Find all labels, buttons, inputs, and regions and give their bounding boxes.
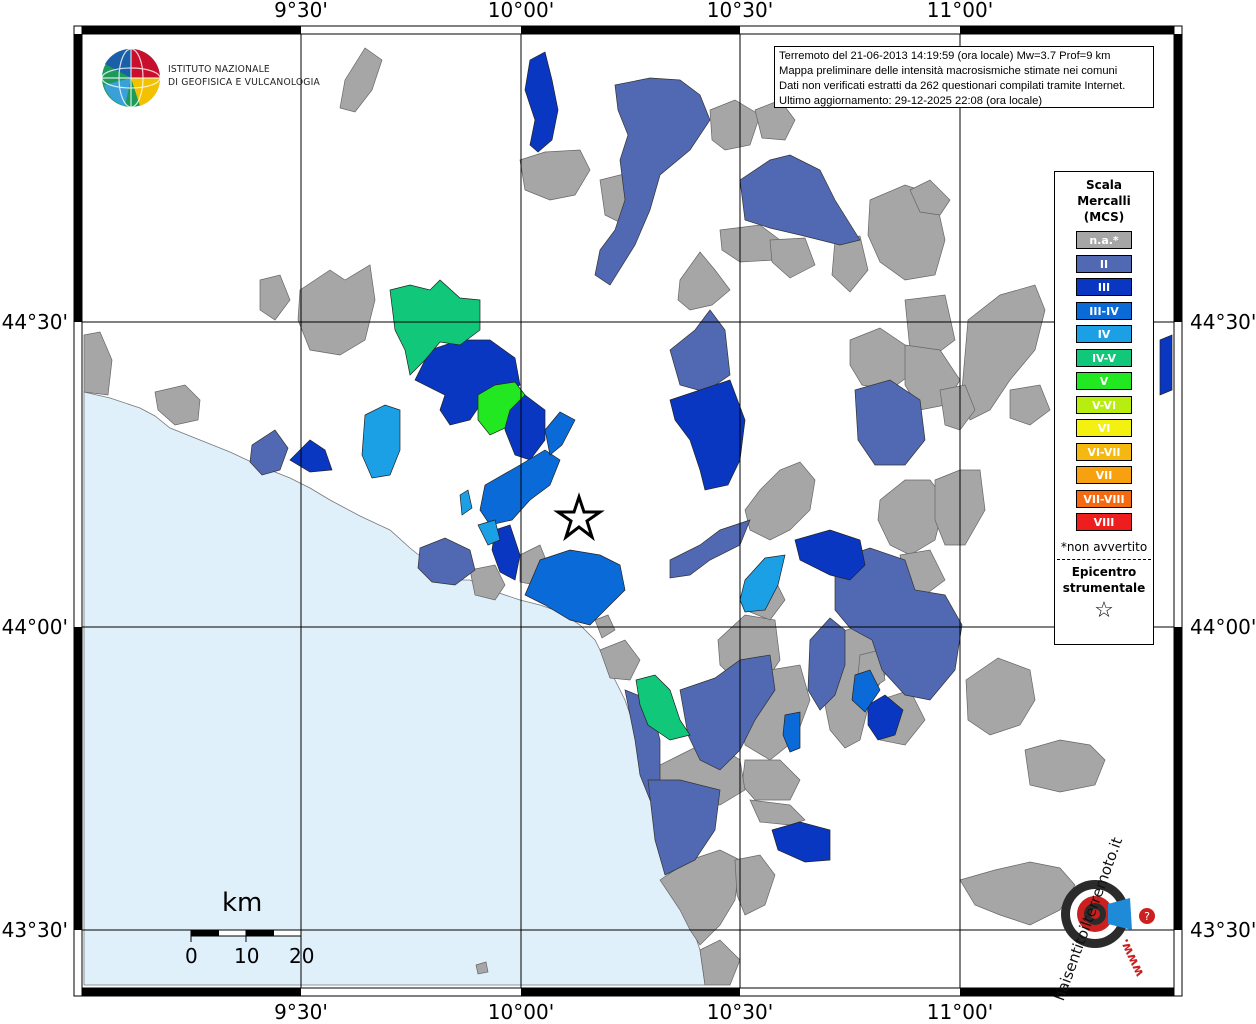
scale-bar xyxy=(190,929,302,942)
legend-item: VIII xyxy=(1076,513,1132,531)
ingv-logo-text: ISTITUTO NAZIONALE DI GEOFISICA E VULCAN… xyxy=(168,63,320,89)
scale-bar-label: 20 xyxy=(289,944,315,968)
legend-items: n.a.* II III III-IV IV IV-V V V-VI VI VI-VII VII VI… xyxy=(1055,231,1153,531)
municipalities-intensity-IV-V xyxy=(389,279,691,741)
lon-label-bottom: 11°00' xyxy=(927,1000,993,1024)
map-border xyxy=(73,25,1183,997)
legend-title-line: (MCS) xyxy=(1083,210,1125,224)
watermark-url: haisentitoilterremoto.it xyxy=(1050,834,1127,1004)
legend-item: V-VI xyxy=(1076,395,1132,414)
lat-label-left: 43°30' xyxy=(2,918,68,942)
lat-label-left: 44°30' xyxy=(2,310,68,334)
watermark-text: haisentitoilterremoto.it www. xyxy=(1040,835,1160,1003)
lon-label-top: 9°30' xyxy=(274,0,328,22)
legend-item: VI-VII xyxy=(1076,442,1132,461)
epicenter-star-icon xyxy=(553,492,605,542)
legend-epicenter-label: Epicentro strumentale xyxy=(1055,564,1153,596)
logo-line-1: ISTITUTO NAZIONALE xyxy=(168,64,270,75)
legend-item: VII xyxy=(1076,466,1132,484)
event-info-line: Mappa preliminare delle intensità macros… xyxy=(779,65,1118,77)
legend-star-icon: ☆ xyxy=(1094,598,1114,623)
event-info-line: Ultimo aggiornamento: 29-12-2025 22:08 (… xyxy=(779,95,1043,107)
lon-label-top: 11°00' xyxy=(927,0,993,22)
event-info-line: Terremoto del 21-06-2013 14:19:59 (ora l… xyxy=(779,50,1111,62)
logo-line-2: DI GEOFISICA E VULCANOLOGIA xyxy=(168,77,320,88)
haisentito-logo-icon: ? xyxy=(1061,880,1155,948)
scale-bar-label: 10 xyxy=(234,944,260,968)
event-info-line: Dati non verificati estratti da 262 ques… xyxy=(779,80,1126,92)
lon-label-bottom: 10°30' xyxy=(707,1000,773,1024)
ingv-logo-icon xyxy=(101,48,161,108)
legend-title-line: Mercalli xyxy=(1077,194,1131,208)
legend-item: V xyxy=(1076,372,1132,390)
intensity-legend: Scala Mercalli (MCS) n.a.* II III III-IV IV I… xyxy=(1054,171,1154,645)
legend-item: III-IV xyxy=(1076,301,1132,320)
legend-item: II xyxy=(1076,254,1132,273)
legend-item: n.a.* xyxy=(1076,231,1132,249)
lon-label-bottom: 9°30' xyxy=(274,1000,328,1024)
legend-title-line: Scala xyxy=(1085,178,1123,192)
scale-bar-unit: km xyxy=(222,888,263,918)
lat-label-left: 44°00' xyxy=(2,615,68,639)
legend-item: VI xyxy=(1076,419,1132,437)
legend-separator xyxy=(1057,559,1151,560)
watermark-www: www. xyxy=(1116,936,1148,979)
lon-label-top: 10°30' xyxy=(707,0,773,22)
municipalities-intensity-IV xyxy=(361,404,786,613)
lat-label-right: 44°30' xyxy=(1190,310,1256,334)
lat-label-right: 44°00' xyxy=(1190,615,1256,639)
municipalities-intensity-V xyxy=(477,381,526,436)
legend-epicenter-line: Epicentro xyxy=(1071,565,1137,579)
legend-item: III xyxy=(1076,278,1132,296)
legend-item: IV xyxy=(1076,325,1132,343)
scale-bar-label: 0 xyxy=(185,944,198,968)
lon-label-bottom: 10°00' xyxy=(488,1000,554,1024)
legend-note: *non avvertito xyxy=(1060,540,1148,554)
municipalities-intensity-II xyxy=(249,77,963,876)
event-info-box: Terremoto del 21-06-2013 14:19:59 (ora l… xyxy=(774,46,1154,108)
lat-label-right: 43°30' xyxy=(1190,918,1256,942)
municipalities-intensity-III-IV xyxy=(479,411,881,753)
legend-item: VII-VIII xyxy=(1076,489,1132,508)
legend-title: Scala Mercalli (MCS) xyxy=(1055,177,1153,225)
legend-epicenter-line: strumentale xyxy=(1062,581,1146,595)
lon-label-top: 10°00' xyxy=(488,0,554,22)
svg-text:?: ? xyxy=(1144,910,1150,923)
legend-item: IV-V xyxy=(1076,348,1132,367)
